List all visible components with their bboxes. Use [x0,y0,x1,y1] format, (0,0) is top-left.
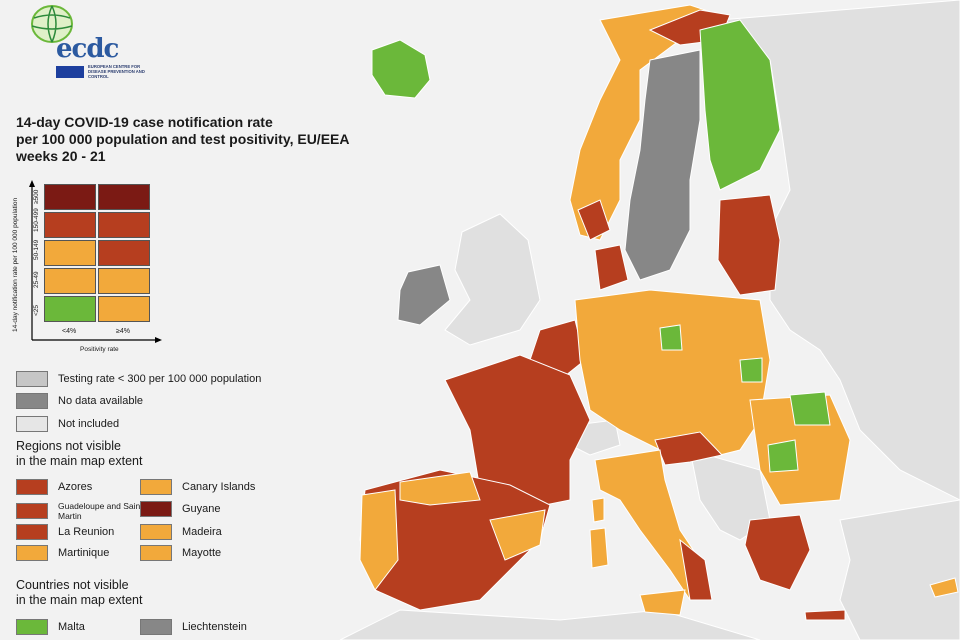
romania-green-south [767,439,799,473]
slovenia-croatia [654,431,723,466]
non-eu-land [339,0,960,640]
regions-heading-line-2: in the main map extent [16,454,143,468]
matrix-cell [98,296,150,322]
matrix-axes [29,180,162,343]
logo-wordmark: ecdc [56,34,119,64]
swatch-la-reunion [16,524,48,540]
title-line-1: 14-day COVID-19 case notification rate [16,114,273,130]
sardinia [589,527,609,569]
region-guadeloupe-label: Guadeloupe and Saint Martin [58,501,143,521]
legend-panel: ecdc EUROPEAN CENTRE FOR DISEASE PREVENT… [0,0,380,640]
matrix-cell [44,212,96,238]
cyprus [929,577,959,598]
eu-flag-icon [56,66,84,78]
swatch-malta [16,619,48,635]
matrix-y-axis-label: 14-day notification rate per 100 000 pop… [12,197,19,332]
swatch-azores [16,479,48,495]
region-canary-islands-label: Canary Islands [182,481,256,493]
iceland [371,39,431,99]
swatch-not-included [16,416,48,432]
matrix-x-axis-label: Positivity rate [80,346,119,353]
swatch-guadeloupe [16,503,48,519]
country-malta: Malta [16,618,85,636]
matrix-cell [98,184,150,210]
swatch-canary-islands [140,479,172,495]
region-la-reunion: La Reunion [16,523,114,541]
denmark [594,244,629,291]
swatch-guyane [140,501,172,517]
portugal [359,489,399,591]
title-line-3: weeks 20 - 21 [16,148,106,164]
country-liechtenstein: Liechtenstein [140,618,247,636]
positivity-tick-high: ≥4% [116,328,130,335]
matrix-cell [98,240,150,266]
spain-east [489,509,546,561]
baltics [717,194,781,296]
matrix-cell [44,268,96,294]
corsica [591,497,605,523]
crete [804,609,846,621]
matrix-cell [44,184,96,210]
legend-not-included: Not included [16,415,119,433]
country-malta-label: Malta [58,621,85,633]
swatch-mayotte [140,545,172,561]
region-guyane-label: Guyane [182,503,221,515]
matrix-cell [44,296,96,322]
legend-no-data-label: No data available [58,395,144,407]
matrix-cell [98,212,150,238]
swatch-liechtenstein [140,619,172,635]
countries-heading-line-2: in the main map extent [16,593,143,607]
rate-band-tick: 50-149 [33,239,40,260]
poland-green-region [659,324,683,351]
legend-testing-rate-label: Testing rate < 300 per 100 000 populatio… [58,373,262,385]
logo-subtitle: EUROPEAN CENTRE FOR DISEASE PREVENTION A… [88,64,145,79]
rate-band-tick: <25 [33,304,40,316]
map-title: 14-day COVID-19 case notification rate p… [16,114,376,165]
rate-band-tick: 25-49 [33,271,40,288]
title-line-2: per 100 000 population and test positivi… [16,131,350,147]
region-madeira: Madeira [140,523,222,541]
country-liechtenstein-label: Liechtenstein [182,621,247,633]
region-la-reunion-label: La Reunion [58,526,115,538]
positivity-tick-low: <4% [62,328,77,335]
france [444,354,591,511]
legend-no-data: No data available [16,392,143,410]
sicily [639,589,686,616]
legend-testing-rate: Testing rate < 300 per 100 000 populatio… [16,370,261,388]
rate-band-tick: 150-499 [33,208,40,232]
matrix-cell [98,268,150,294]
region-azores-label: Azores [58,481,93,493]
poland-east-green-region [739,357,763,383]
region-guyane: Guyane [140,500,221,518]
region-martinique-label: Martinique [58,547,110,559]
regions-heading: Regions not visible in the main map exte… [16,439,142,469]
region-canary-islands: Canary Islands [140,478,255,496]
matrix-cell [44,240,96,266]
legend-not-included-label: Not included [58,418,120,430]
ecdc-logo: ecdc EUROPEAN CENTRE FOR DISEASE PREVENT… [18,2,145,82]
norway-southwest [577,199,611,241]
sweden [624,49,701,281]
region-guadeloupe: Guadeloupe and Saint Martin [16,500,168,522]
countries-heading: Countries not visible in the main map ex… [16,578,142,608]
globe-icon [31,5,73,43]
spain-north [399,471,481,506]
romania-green-north [789,391,831,426]
countries-heading-line-1: Countries not visible [16,578,129,592]
finland [699,19,781,191]
ireland [397,264,451,326]
region-martinique: Martinique [16,544,109,562]
regions-heading-line-1: Regions not visible [16,439,121,453]
region-mayotte: Mayotte [140,544,221,562]
swatch-madeira [140,524,172,540]
region-azores: Azores [16,478,92,496]
swatch-light-grey [16,371,48,387]
region-madeira-label: Madeira [182,526,222,538]
greece [744,514,811,591]
italy-south-red [679,538,713,601]
region-mayotte-label: Mayotte [182,547,222,559]
swatch-martinique [16,545,48,561]
swatch-dark-grey [16,393,48,409]
rate-band-tick: ≥500 [33,189,40,204]
